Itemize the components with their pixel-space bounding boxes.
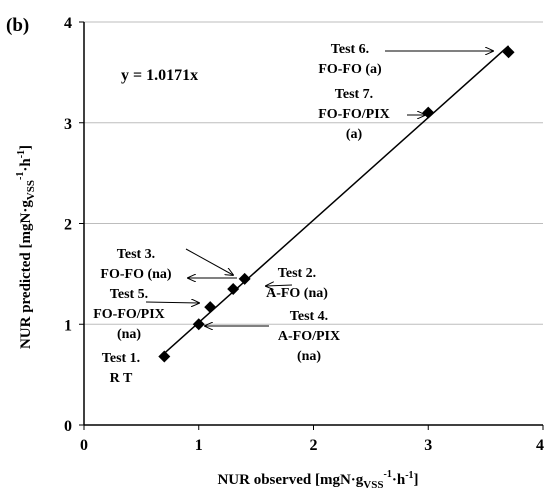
x-tick-label: 0	[80, 437, 88, 454]
annotation-label: Test 7. FO-FO/PIX (a)	[318, 87, 390, 142]
x-tick-label: 4	[536, 437, 544, 454]
trendline	[163, 45, 510, 354]
annotation-label: Test 2. A-FO (na)	[266, 266, 328, 301]
data-point	[502, 46, 515, 59]
equation-label: y = 1.0171x	[121, 67, 198, 84]
annotation-arrow	[145, 302, 199, 303]
annotation-arrow	[185, 248, 233, 275]
data-point	[192, 318, 205, 331]
data-point	[158, 350, 171, 363]
data-point	[204, 301, 217, 314]
y-axis-title: NUR predicted [mgN·gVSS-1·h-1]	[15, 145, 37, 349]
annotation-label: Test 5. FO-FO/PIX (na)	[93, 287, 165, 342]
annotations: Test 1. R T Test 2. A-FO (na) Test 3. FO-FO (…	[93, 42, 390, 386]
data-point	[227, 282, 240, 295]
axis-ticks: 0 1 2 3 4 0 1 2 3 4	[64, 15, 544, 454]
data-point	[422, 106, 435, 119]
x-axis-title: NUR observed [mgN·gVSS-1·h-1]	[217, 469, 418, 491]
annotation-label: Test 1. R T	[102, 351, 140, 386]
annotation-arrows	[145, 51, 493, 326]
gridlines	[84, 21, 543, 325]
panel-label: (b)	[6, 15, 29, 36]
y-tick-label: 0	[64, 418, 72, 435]
x-tick-label: 3	[424, 437, 432, 454]
y-tick-label: 4	[64, 15, 72, 32]
annotation-label: Test 4. A-FO/PIX (na)	[278, 309, 340, 364]
annotation-label: Test 3. FO-FO (na)	[100, 247, 171, 282]
x-tick-label: 1	[195, 437, 203, 454]
y-tick-label: 3	[64, 116, 72, 133]
data-points	[158, 46, 515, 363]
data-point	[238, 272, 251, 285]
y-tick-label: 1	[64, 317, 72, 334]
y-tick-label: 2	[64, 217, 72, 234]
annotation-arrow	[266, 285, 293, 286]
annotation-label: Test 6. FO-FO (a)	[318, 42, 382, 77]
x-tick-label: 2	[310, 437, 318, 454]
